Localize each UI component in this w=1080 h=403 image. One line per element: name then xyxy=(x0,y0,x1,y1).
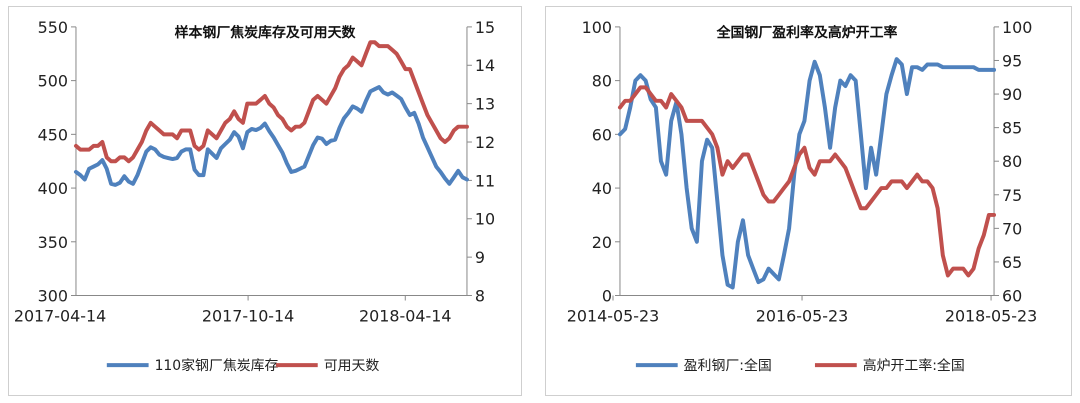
x-tick-label: 2014-05-23 xyxy=(567,306,659,325)
right-y-tick-label: 14 xyxy=(475,56,495,75)
left-y-tick-label: 450 xyxy=(38,125,68,144)
steel-profit-chart: 0 20 40 60 80 100 60 65 70 75 80 85 90 95 100 2014-05-2… xyxy=(567,18,1038,374)
right-y-tick-label: 65 xyxy=(1002,253,1022,272)
right-y-tick-label: 13 xyxy=(475,95,495,114)
coke-inventory-chart: 300 350 400 450 500 550 8 9 10 11 12 13 14 15 2017-04-… xyxy=(14,18,495,374)
x-tick-label: 2017-04-14 xyxy=(14,306,106,325)
left-y-tick-label: 40 xyxy=(592,179,612,198)
legend-label-1: 盈利钢厂:全国 xyxy=(684,357,772,374)
left-y-tick-label: 100 xyxy=(582,18,612,37)
x-tick-label: 2017-10-14 xyxy=(202,306,294,325)
right-y-tick-label: 10 xyxy=(475,210,495,229)
left-y-tick-label: 60 xyxy=(592,125,612,144)
right-y-tick-label: 100 xyxy=(1002,18,1032,37)
chart-panel-left: 300 350 400 450 500 550 8 9 10 11 12 13 14 15 2017-04-… xyxy=(8,6,522,396)
right-y-tick-label: 75 xyxy=(1002,186,1022,205)
series-line-2 xyxy=(73,40,469,164)
right-y-tick-label: 90 xyxy=(1002,85,1022,104)
right-y-tick-label: 70 xyxy=(1002,219,1022,238)
x-tick-label: 2016-05-23 xyxy=(756,306,848,325)
left-y-tick-label: 80 xyxy=(592,72,612,91)
right-y-tick-label: 80 xyxy=(1002,152,1022,171)
left-y-tick-label: 0 xyxy=(602,286,612,305)
left-y-tick-label: 400 xyxy=(38,179,68,198)
chart-panel-right: 0 20 40 60 80 100 60 65 70 75 80 85 90 95 100 2014-05-2… xyxy=(545,6,1072,396)
right-y-tick-label: 60 xyxy=(1002,286,1022,305)
right-y-tick-label: 12 xyxy=(475,133,495,152)
left-y-tick-label: 500 xyxy=(38,72,68,91)
right-y-tick-label: 11 xyxy=(475,171,495,190)
series-line-2 xyxy=(617,85,997,278)
left-y-tick-label: 350 xyxy=(38,233,68,252)
legend-label-2: 高炉开工率:全国 xyxy=(863,357,965,374)
series-line-1 xyxy=(617,57,997,290)
legend-label-1: 110家钢厂焦炭库存 xyxy=(155,357,279,374)
right-y-tick-label: 8 xyxy=(475,286,485,305)
chart-title: 样本钢厂焦炭库存及可用天数 xyxy=(175,24,356,41)
right-y-tick-label: 95 xyxy=(1002,51,1022,70)
left-y-tick-label: 300 xyxy=(38,286,68,305)
left-y-tick-label: 550 xyxy=(38,18,68,37)
left-y-tick-label: 20 xyxy=(592,233,612,252)
legend-label-2: 可用天数 xyxy=(324,358,380,374)
right-y-tick-label: 9 xyxy=(475,248,485,267)
chart-title: 全国钢厂盈利率及高炉开工率 xyxy=(716,24,898,41)
right-y-tick-label: 15 xyxy=(475,18,495,37)
right-y-tick-label: 85 xyxy=(1002,119,1022,138)
series-line-1 xyxy=(73,85,469,187)
x-tick-label: 2018-05-23 xyxy=(945,306,1037,325)
x-tick-label: 2018-04-14 xyxy=(359,306,451,325)
